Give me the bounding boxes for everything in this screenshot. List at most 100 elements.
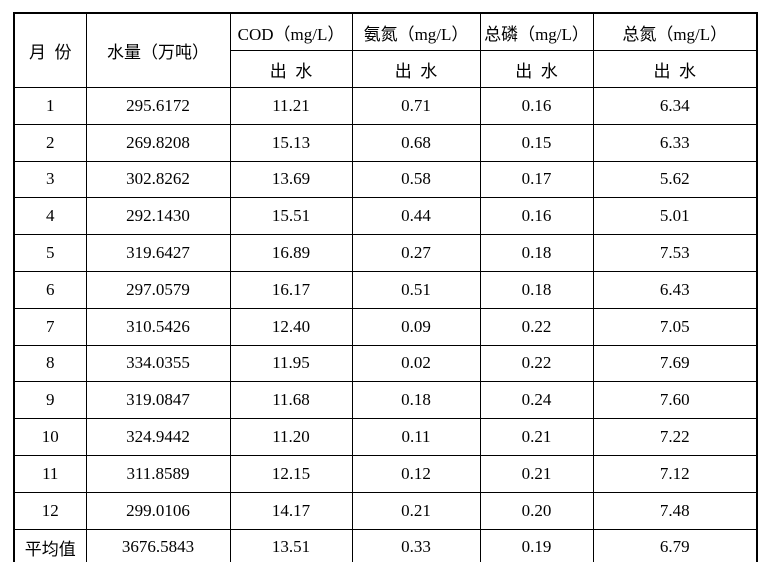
value-cell: 6.79 [592, 528, 758, 562]
subheader-nitrogen-effluent: 出水 [592, 50, 758, 88]
table-row: 9 319.0847 11.68 0.18 0.24 7.60 [13, 381, 758, 420]
value-cell: 7.48 [592, 491, 758, 530]
value-cell: 0.18 [479, 234, 594, 272]
value-cell: 7.60 [592, 381, 758, 420]
value-cell: 6.34 [592, 87, 758, 125]
value-cell: 0.21 [479, 418, 594, 456]
table-row: 3 302.8262 13.69 0.58 0.17 5.62 [13, 160, 758, 199]
value-cell: 310.5426 [85, 307, 231, 346]
value-cell: 0.21 [479, 454, 594, 493]
value-cell: 12.15 [229, 454, 353, 493]
value-cell: 299.0106 [85, 491, 231, 530]
value-cell: 5.01 [592, 197, 758, 236]
month-cell: 4 [13, 197, 87, 236]
value-cell: 0.16 [479, 197, 594, 236]
subheader-ammonia-effluent: 出水 [351, 50, 481, 88]
value-cell: 0.58 [351, 160, 481, 199]
table-row: 4 292.1430 15.51 0.44 0.16 5.01 [13, 197, 758, 236]
value-cell: 11.68 [229, 381, 353, 420]
value-cell: 7.05 [592, 307, 758, 346]
value-cell: 0.44 [351, 197, 481, 236]
value-cell: 0.20 [479, 491, 594, 530]
value-cell: 11.95 [229, 344, 353, 383]
value-cell: 0.15 [479, 123, 594, 162]
month-cell: 平均值 [13, 528, 87, 562]
value-cell: 0.68 [351, 123, 481, 162]
value-cell: 295.6172 [85, 87, 231, 125]
value-cell: 0.17 [479, 160, 594, 199]
value-cell: 0.71 [351, 87, 481, 125]
table-row: 11 311.8589 12.15 0.12 0.21 7.12 [13, 454, 758, 493]
value-cell: 13.69 [229, 160, 353, 199]
month-cell: 2 [13, 123, 87, 162]
value-cell: 3676.5843 [85, 528, 231, 562]
value-cell: 13.51 [229, 528, 353, 562]
value-cell: 15.13 [229, 123, 353, 162]
table-body: 1 295.6172 11.21 0.71 0.16 6.34 2 269.8208 15.13… [13, 87, 758, 562]
value-cell: 0.12 [351, 454, 481, 493]
month-cell: 3 [13, 160, 87, 199]
value-cell: 0.22 [479, 344, 594, 383]
value-cell: 311.8589 [85, 454, 231, 493]
value-cell: 11.21 [229, 87, 353, 125]
table-row: 平均值 3676.5843 13.51 0.33 0.19 6.79 [13, 528, 758, 562]
value-cell: 0.33 [351, 528, 481, 562]
value-cell: 297.0579 [85, 270, 231, 309]
value-cell: 0.24 [479, 381, 594, 420]
value-cell: 7.22 [592, 418, 758, 456]
table-header-row-1: 月份 水量（万吨） COD（mg/L） 氨氮（mg/L） 总磷（mg/L） 总氮… [13, 12, 758, 88]
value-cell: 7.69 [592, 344, 758, 383]
value-cell: 6.33 [592, 123, 758, 162]
value-cell: 302.8262 [85, 160, 231, 199]
value-cell: 12.40 [229, 307, 353, 346]
header-cod: COD（mg/L） [229, 12, 353, 51]
month-cell: 8 [13, 344, 87, 383]
table-row: 8 334.0355 11.95 0.02 0.22 7.69 [13, 344, 758, 383]
value-cell: 0.02 [351, 344, 481, 383]
value-cell: 0.51 [351, 270, 481, 309]
table-row: 6 297.0579 16.17 0.51 0.18 6.43 [13, 270, 758, 309]
value-cell: 7.53 [592, 234, 758, 272]
value-cell: 292.1430 [85, 197, 231, 236]
value-cell: 0.11 [351, 418, 481, 456]
value-cell: 0.22 [479, 307, 594, 346]
header-water-volume: 水量（万吨） [85, 12, 231, 88]
value-cell: 0.18 [479, 270, 594, 309]
table-row: 2 269.8208 15.13 0.68 0.15 6.33 [13, 123, 758, 162]
value-cell: 0.27 [351, 234, 481, 272]
month-cell: 6 [13, 270, 87, 309]
value-cell: 0.18 [351, 381, 481, 420]
month-cell: 12 [13, 491, 87, 530]
value-cell: 0.21 [351, 491, 481, 530]
value-cell: 15.51 [229, 197, 353, 236]
header-total-nitrogen: 总氮（mg/L） [592, 12, 758, 51]
month-cell: 9 [13, 381, 87, 420]
value-cell: 0.16 [479, 87, 594, 125]
value-cell: 319.0847 [85, 381, 231, 420]
value-cell: 6.43 [592, 270, 758, 309]
value-cell: 0.19 [479, 528, 594, 562]
header-total-phosphorus: 总磷（mg/L） [479, 12, 594, 51]
water-quality-table: 月份 水量（万吨） COD（mg/L） 氨氮（mg/L） 总磷（mg/L） 总氮… [13, 12, 758, 562]
table-row: 1 295.6172 11.21 0.71 0.16 6.34 [13, 87, 758, 125]
table-row: 7 310.5426 12.40 0.09 0.22 7.05 [13, 307, 758, 346]
value-cell: 16.17 [229, 270, 353, 309]
header-month: 月份 [13, 12, 87, 88]
value-cell: 11.20 [229, 418, 353, 456]
month-cell: 5 [13, 234, 87, 272]
value-cell: 14.17 [229, 491, 353, 530]
value-cell: 269.8208 [85, 123, 231, 162]
header-ammonia-nitrogen: 氨氮（mg/L） [351, 12, 481, 51]
month-cell: 1 [13, 87, 87, 125]
value-cell: 324.9442 [85, 418, 231, 456]
subheader-cod-effluent: 出水 [229, 50, 353, 88]
value-cell: 7.12 [592, 454, 758, 493]
month-cell: 7 [13, 307, 87, 346]
value-cell: 5.62 [592, 160, 758, 199]
month-cell: 10 [13, 418, 87, 456]
value-cell: 16.89 [229, 234, 353, 272]
table-header-row-2: 出水 出水 出水 出水 [14, 50, 758, 88]
table-row: 12 299.0106 14.17 0.21 0.20 7.48 [13, 491, 758, 530]
month-cell: 11 [13, 454, 87, 493]
